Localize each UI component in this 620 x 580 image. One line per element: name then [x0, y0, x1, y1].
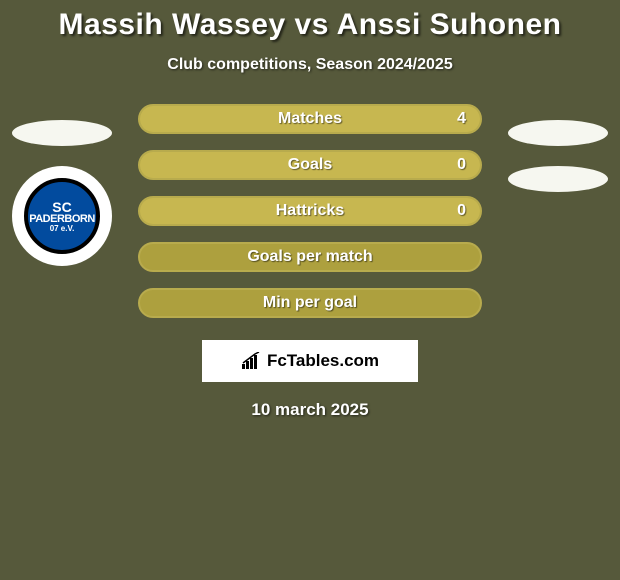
stat-label: Goals per match	[140, 248, 480, 266]
right-player-ellipse-2	[508, 166, 608, 192]
watermark-text: FcTables.com	[267, 351, 379, 371]
club-line3: 07 e.V.	[50, 225, 75, 233]
stat-row-min-per-goal: Min per goal	[138, 288, 482, 318]
club-line1: SC	[52, 200, 71, 214]
barchart-icon	[241, 352, 261, 370]
stat-row-goals: Goals 0	[138, 150, 482, 180]
right-player-column	[508, 120, 608, 266]
left-player-ellipse	[12, 120, 112, 146]
left-player-column: SC PADERBORN 07 e.V.	[12, 120, 112, 266]
stat-label: Matches	[140, 110, 480, 128]
stat-row-hattricks: Hattricks 0	[138, 196, 482, 226]
page-container: Massih Wassey vs Anssi Suhonen Club comp…	[0, 0, 620, 580]
stat-row-matches: Matches 4	[138, 104, 482, 134]
page-title: Massih Wassey vs Anssi Suhonen	[0, 0, 620, 42]
stat-value: 0	[457, 202, 466, 220]
club-line2: PADERBORN	[29, 214, 95, 225]
stat-value: 0	[457, 156, 466, 174]
watermark-box: FcTables.com	[202, 340, 418, 382]
left-club-badge: SC PADERBORN 07 e.V.	[12, 166, 112, 266]
right-player-ellipse-1	[508, 120, 608, 146]
stat-label: Min per goal	[140, 294, 480, 312]
stat-row-goals-per-match: Goals per match	[138, 242, 482, 272]
stat-value: 4	[457, 110, 466, 128]
date-text: 10 march 2025	[0, 400, 620, 420]
stat-label: Goals	[140, 156, 480, 174]
subtitle: Club competitions, Season 2024/2025	[0, 56, 620, 74]
paderborn-logo-icon: SC PADERBORN 07 e.V.	[24, 178, 100, 254]
stat-label: Hattricks	[140, 202, 480, 220]
